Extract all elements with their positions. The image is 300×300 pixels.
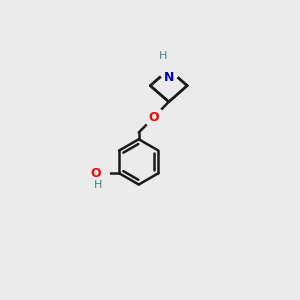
Text: N: N — [164, 70, 174, 84]
Text: H: H — [93, 180, 102, 190]
Text: O: O — [148, 111, 159, 124]
Text: H: H — [159, 51, 167, 61]
Text: O: O — [90, 167, 101, 180]
